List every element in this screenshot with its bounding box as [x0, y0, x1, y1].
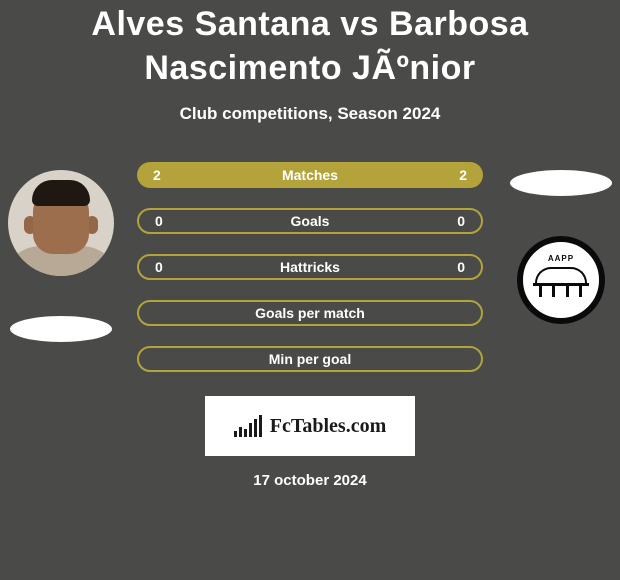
- stat-label: Goals per match: [139, 305, 481, 321]
- stat-label: Matches: [137, 167, 483, 183]
- bar-chart-icon: [234, 415, 264, 437]
- page-title: Alves Santana vs Barbosa Nascimento JÃºn…: [0, 2, 620, 90]
- comparison-card: Alves Santana vs Barbosa Nascimento JÃºn…: [0, 0, 620, 489]
- right-column: AAPP: [510, 170, 612, 324]
- stat-row-matches: 2 Matches 2: [137, 162, 483, 188]
- player-photo-left: [8, 170, 114, 276]
- team-badge-right: [510, 170, 612, 196]
- stat-row-min-per-goal: Min per goal: [137, 346, 483, 372]
- club-logo-text: AAPP: [532, 254, 590, 263]
- stat-row-goals: 0 Goals 0: [137, 208, 483, 234]
- club-logo-right: AAPP: [517, 236, 605, 324]
- page-subtitle: Club competitions, Season 2024: [180, 104, 441, 124]
- stats-area: 2 Matches 2 0 Goals 0 0 Hattricks 0 Goal…: [0, 162, 620, 372]
- left-column: [8, 170, 114, 342]
- team-badge-left: [10, 316, 112, 342]
- stat-label: Goals: [139, 213, 481, 229]
- stat-row-goals-per-match: Goals per match: [137, 300, 483, 326]
- stat-row-hattricks: 0 Hattricks 0: [137, 254, 483, 280]
- stats-list: 2 Matches 2 0 Goals 0 0 Hattricks 0 Goal…: [137, 162, 483, 372]
- stat-label: Hattricks: [139, 259, 481, 275]
- footer-logo: FcTables.com: [205, 396, 415, 456]
- footer-date: 17 october 2024: [253, 472, 366, 489]
- footer-site-text: FcTables.com: [270, 415, 386, 438]
- stat-label: Min per goal: [139, 351, 481, 367]
